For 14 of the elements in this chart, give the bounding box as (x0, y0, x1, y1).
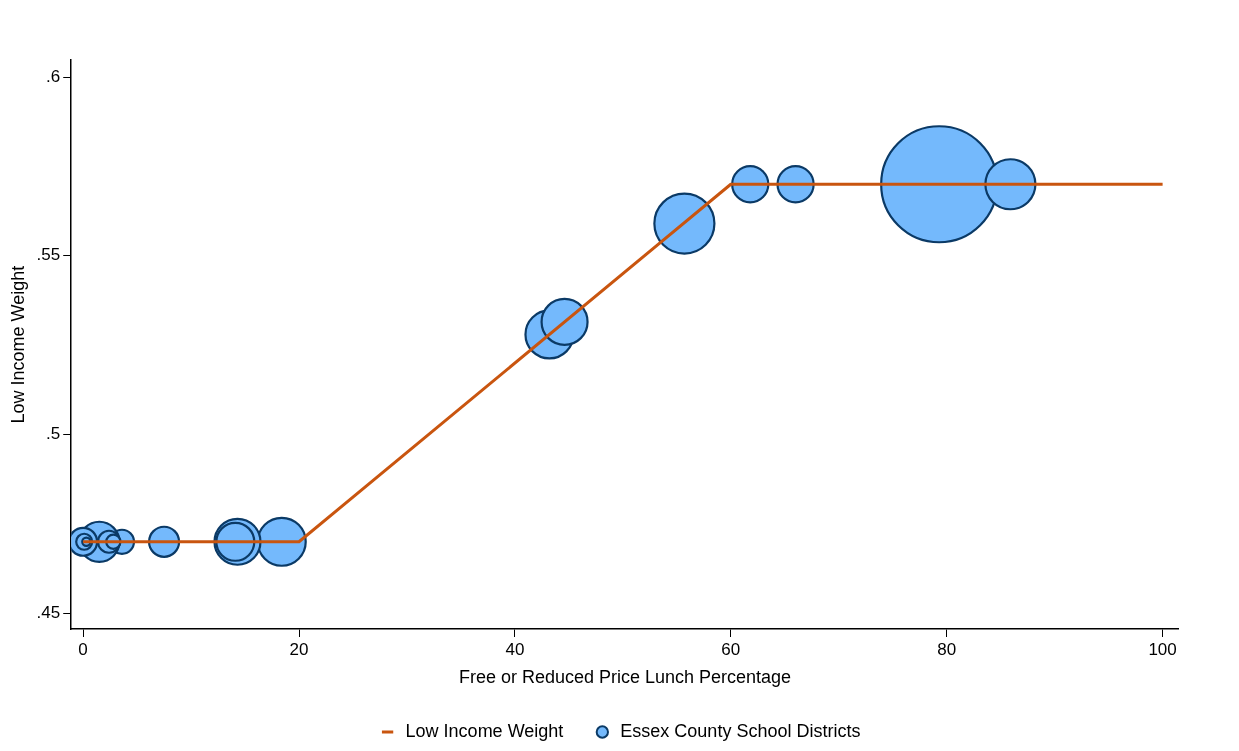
x-tick-label: 40 (505, 639, 525, 659)
y-tick-label: .6 (46, 66, 61, 86)
y-axis-title: Low Income Weight (7, 265, 28, 424)
x-tick-label: 60 (721, 639, 741, 659)
legend-label: Low Income Weight (405, 720, 564, 741)
x-tick-label: 100 (1148, 639, 1177, 659)
y-tick-label: .5 (46, 424, 61, 444)
legend-label: Essex County School Districts (620, 720, 861, 741)
y-tick-label: .45 (36, 602, 61, 622)
x-tick-label: 80 (937, 639, 957, 659)
y-tick-label: .55 (36, 245, 61, 265)
x-axis-title: Free or Reduced Price Lunch Percentage (458, 667, 792, 688)
x-tick-label: 0 (78, 639, 88, 659)
x-tick-label: 20 (289, 639, 309, 659)
